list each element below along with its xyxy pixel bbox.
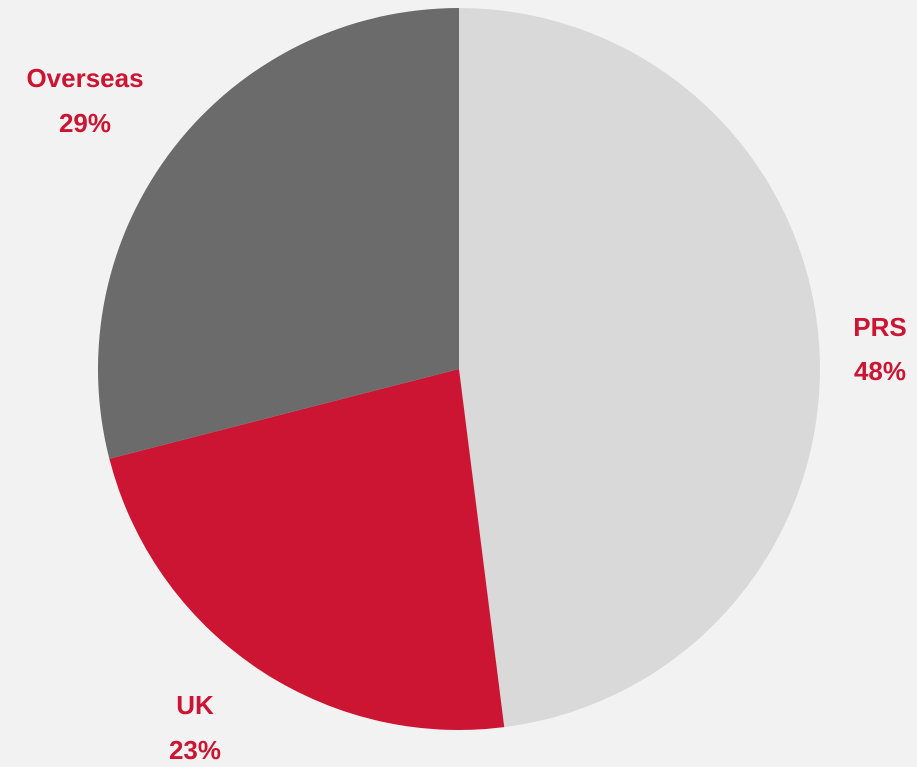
- pie-slice-uk: [109, 369, 505, 730]
- slice-value-overseas: 29%: [59, 108, 111, 138]
- slice-label-uk: UK: [176, 690, 214, 720]
- pie-slices: [97, 8, 820, 730]
- pie-slice-overseas: [97, 8, 459, 459]
- slice-label-prs: PRS: [853, 312, 906, 342]
- slice-value-uk: 23%: [169, 735, 221, 765]
- slice-label-overseas: Overseas: [26, 63, 143, 93]
- slice-value-prs: 48%: [854, 356, 906, 386]
- pie-slice-prs: [459, 8, 820, 728]
- pie-labels: PRS 48% UK 23% Overseas 29%: [26, 63, 906, 765]
